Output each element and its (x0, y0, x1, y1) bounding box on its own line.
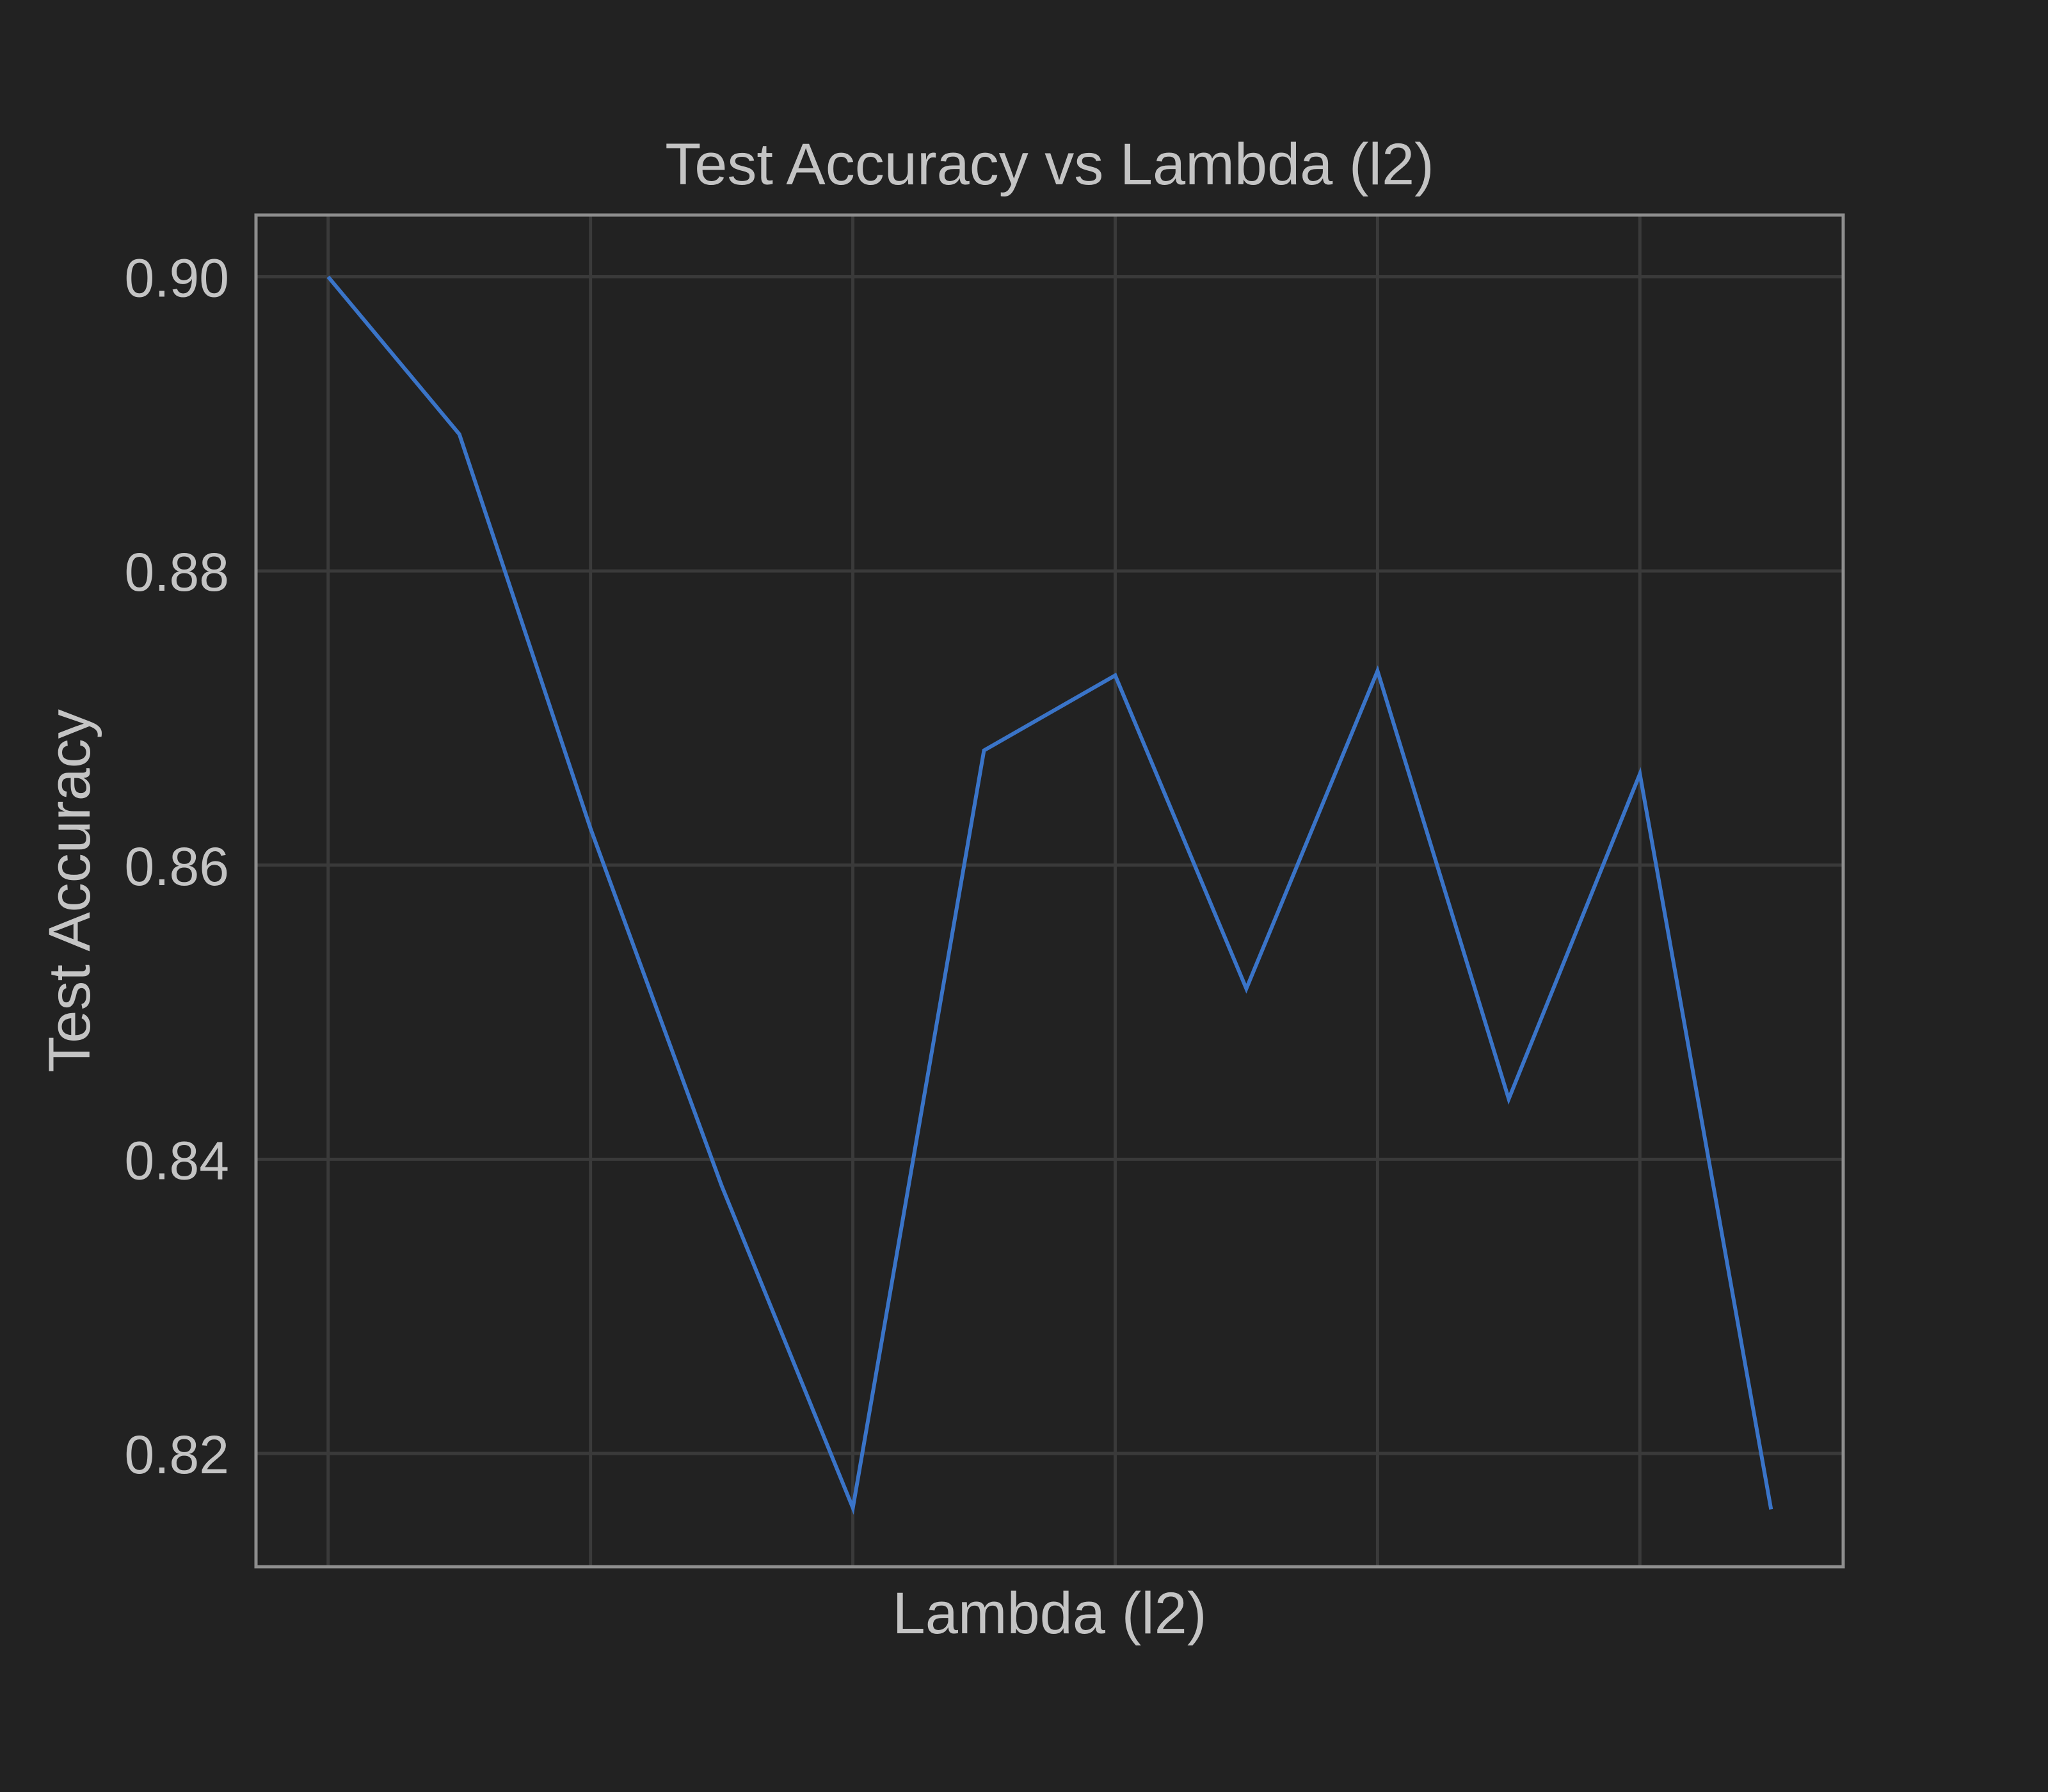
y-tick-label: 0.82 (125, 1425, 230, 1485)
grid-lines (256, 215, 1843, 1567)
y-tick-label: 0.88 (125, 542, 230, 602)
plot-area (256, 215, 1843, 1567)
series-group (326, 275, 1773, 1515)
chart-title: Test Accuracy vs Lambda (l2) (665, 132, 1434, 197)
y-tick-label: 0.90 (125, 248, 230, 308)
y-tick-label: 0.86 (125, 836, 230, 897)
y-tick-label: 0.84 (125, 1130, 230, 1190)
plot-frame (254, 213, 1845, 1569)
y-axis-label: Test Accuracy (37, 709, 102, 1073)
series-line (326, 275, 1773, 1515)
y-tick-labels: 0.82 0.84 0.86 0.88 0.90 (125, 248, 230, 1485)
x-axis-label: Lambda (l2) (893, 1581, 1207, 1646)
